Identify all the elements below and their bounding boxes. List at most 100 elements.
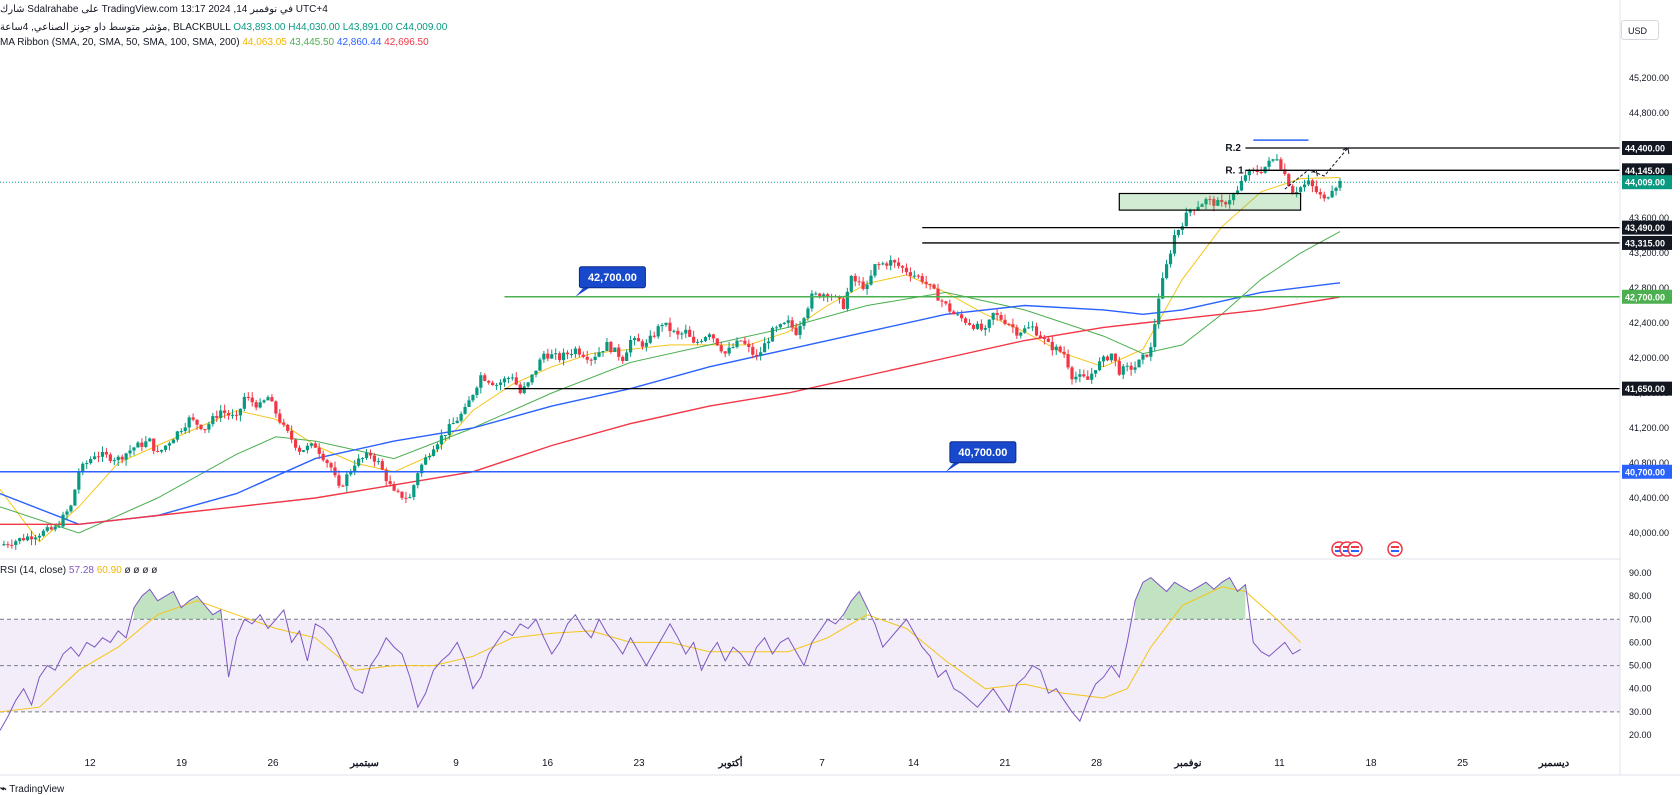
candle-body	[617, 347, 621, 357]
candle-body	[703, 337, 708, 342]
price-tag-label: 43,315.00	[1625, 238, 1665, 248]
time-tick-label: أكتوبر	[717, 756, 742, 769]
candle-body	[510, 377, 514, 379]
callout-box	[949, 441, 1017, 464]
candle-body	[1279, 159, 1283, 170]
rsi-overbought-area	[134, 589, 221, 620]
rsi-tick-label: 80.00	[1629, 591, 1652, 601]
candle-body	[238, 408, 243, 416]
candle-body	[770, 327, 775, 342]
candle-body	[802, 318, 806, 326]
candle-body	[195, 419, 199, 425]
ma-20-line	[0, 177, 1341, 543]
candle-body	[33, 537, 38, 540]
rsi-tick-label: 90.00	[1629, 568, 1652, 578]
candle-body	[944, 301, 948, 304]
candle-body	[81, 463, 85, 473]
tradingview-logo[interactable]: ⌁ TradingView	[0, 782, 64, 795]
candle-body	[234, 414, 239, 416]
candle-body	[1007, 323, 1011, 325]
candle-body	[1078, 374, 1082, 377]
us-flag-stripe	[1343, 546, 1351, 548]
candle-body	[144, 441, 148, 447]
rsi-overbought-area	[843, 591, 868, 620]
candle-body	[1322, 194, 1326, 199]
price-tick-label: 40,800.00	[1629, 458, 1669, 468]
price-tick-label: 41,200.00	[1629, 423, 1669, 433]
us-flag-event-icon[interactable]	[1387, 541, 1403, 557]
horizontal-levels[interactable]: R.2 R. 1	[0, 139, 1620, 473]
currency-button[interactable]: USD	[1621, 20, 1659, 40]
candle-body	[928, 283, 932, 285]
time-tick-label: 14	[908, 758, 920, 769]
candle-body	[45, 527, 49, 531]
candle-body	[400, 491, 404, 498]
rsi-legend[interactable]: RSI (14, close) 57.28 60.90 ø ø ø ø	[0, 565, 157, 576]
candle-body	[948, 303, 952, 312]
candle-body	[581, 354, 585, 357]
candle-body	[483, 375, 487, 381]
candle-body	[317, 447, 321, 454]
ma100-value: 42,860.44	[336, 37, 382, 48]
ma-ribbon-legend[interactable]: MA Ribbon (SMA, 20, SMA, 50, SMA, 100, S…	[0, 37, 429, 48]
demand-zone-box[interactable]	[1118, 192, 1302, 211]
rsi-tick-label: 70.00	[1629, 614, 1652, 624]
candle-body	[1011, 324, 1015, 328]
candle-body	[727, 347, 731, 354]
candle-body	[420, 464, 424, 474]
candle-body	[246, 396, 250, 398]
demand-zone[interactable]	[1118, 192, 1302, 211]
candle-body	[412, 485, 416, 498]
rsi-axis[interactable]: 90.00 80.00 70.00 60.00 50.00 40.00 30.00 20.00	[1629, 568, 1652, 740]
candle-body	[790, 320, 794, 328]
price-tag-box	[1622, 464, 1672, 479]
us-flag-event-icon[interactable]	[1347, 541, 1363, 557]
time-tick-label: 21	[999, 758, 1011, 769]
price-tag-label: 44,400.00	[1625, 144, 1665, 154]
candle-body	[357, 458, 361, 466]
candle-body	[660, 324, 664, 327]
economic-event-badges[interactable]	[1331, 541, 1403, 557]
candle-body	[1137, 359, 1141, 368]
candle-body	[1015, 327, 1019, 336]
rsi-value: 57.28	[68, 565, 94, 576]
candle-body	[865, 284, 869, 289]
ma-50-line	[0, 231, 1341, 534]
candle-body	[313, 443, 317, 448]
symbol-name[interactable]: مؤشر متوسط داو جونز الصناعي, 4ساعة, BLAC…	[0, 22, 231, 33]
callout-text: 40,700.00	[958, 447, 1007, 459]
candle-body	[786, 320, 790, 323]
rsi-pane[interactable]	[0, 576, 1620, 731]
candle-body	[542, 353, 546, 360]
candle-body	[648, 335, 652, 343]
candle-body	[1291, 186, 1295, 195]
candle-body	[546, 353, 550, 359]
candle-body	[1019, 332, 1023, 336]
candle-body	[1239, 180, 1244, 191]
candle-body	[1125, 365, 1129, 367]
candle-body	[1224, 202, 1228, 205]
candle-body	[183, 427, 187, 432]
candle-body	[427, 455, 432, 458]
time-tick-label: 26	[267, 758, 279, 769]
candle-body	[290, 430, 294, 440]
candle-body	[108, 454, 112, 461]
candle-body	[1082, 374, 1086, 377]
candle-body	[1184, 212, 1188, 227]
candle-body	[128, 450, 132, 454]
candle-body	[1117, 360, 1121, 375]
candle-body	[877, 264, 881, 266]
time-axis[interactable]: 12 19 26 سبتمبر 9 16 23 أكتوبر 7 14 21 28 نوفمبر 11 18…	[84, 756, 1569, 769]
candle-body	[156, 450, 160, 452]
candle-body	[1062, 351, 1066, 355]
main-price-pane[interactable]: R.2 R. 1 42,700.00 40,700.00	[0, 139, 1620, 557]
us-flag-stripe	[1343, 550, 1351, 552]
candle-body	[65, 511, 69, 515]
candle-body	[1027, 327, 1031, 329]
candle-body	[435, 444, 440, 450]
candle-body	[526, 382, 530, 387]
candle-body	[1330, 190, 1334, 198]
candle-body	[1121, 366, 1125, 375]
candle-body	[282, 422, 286, 425]
